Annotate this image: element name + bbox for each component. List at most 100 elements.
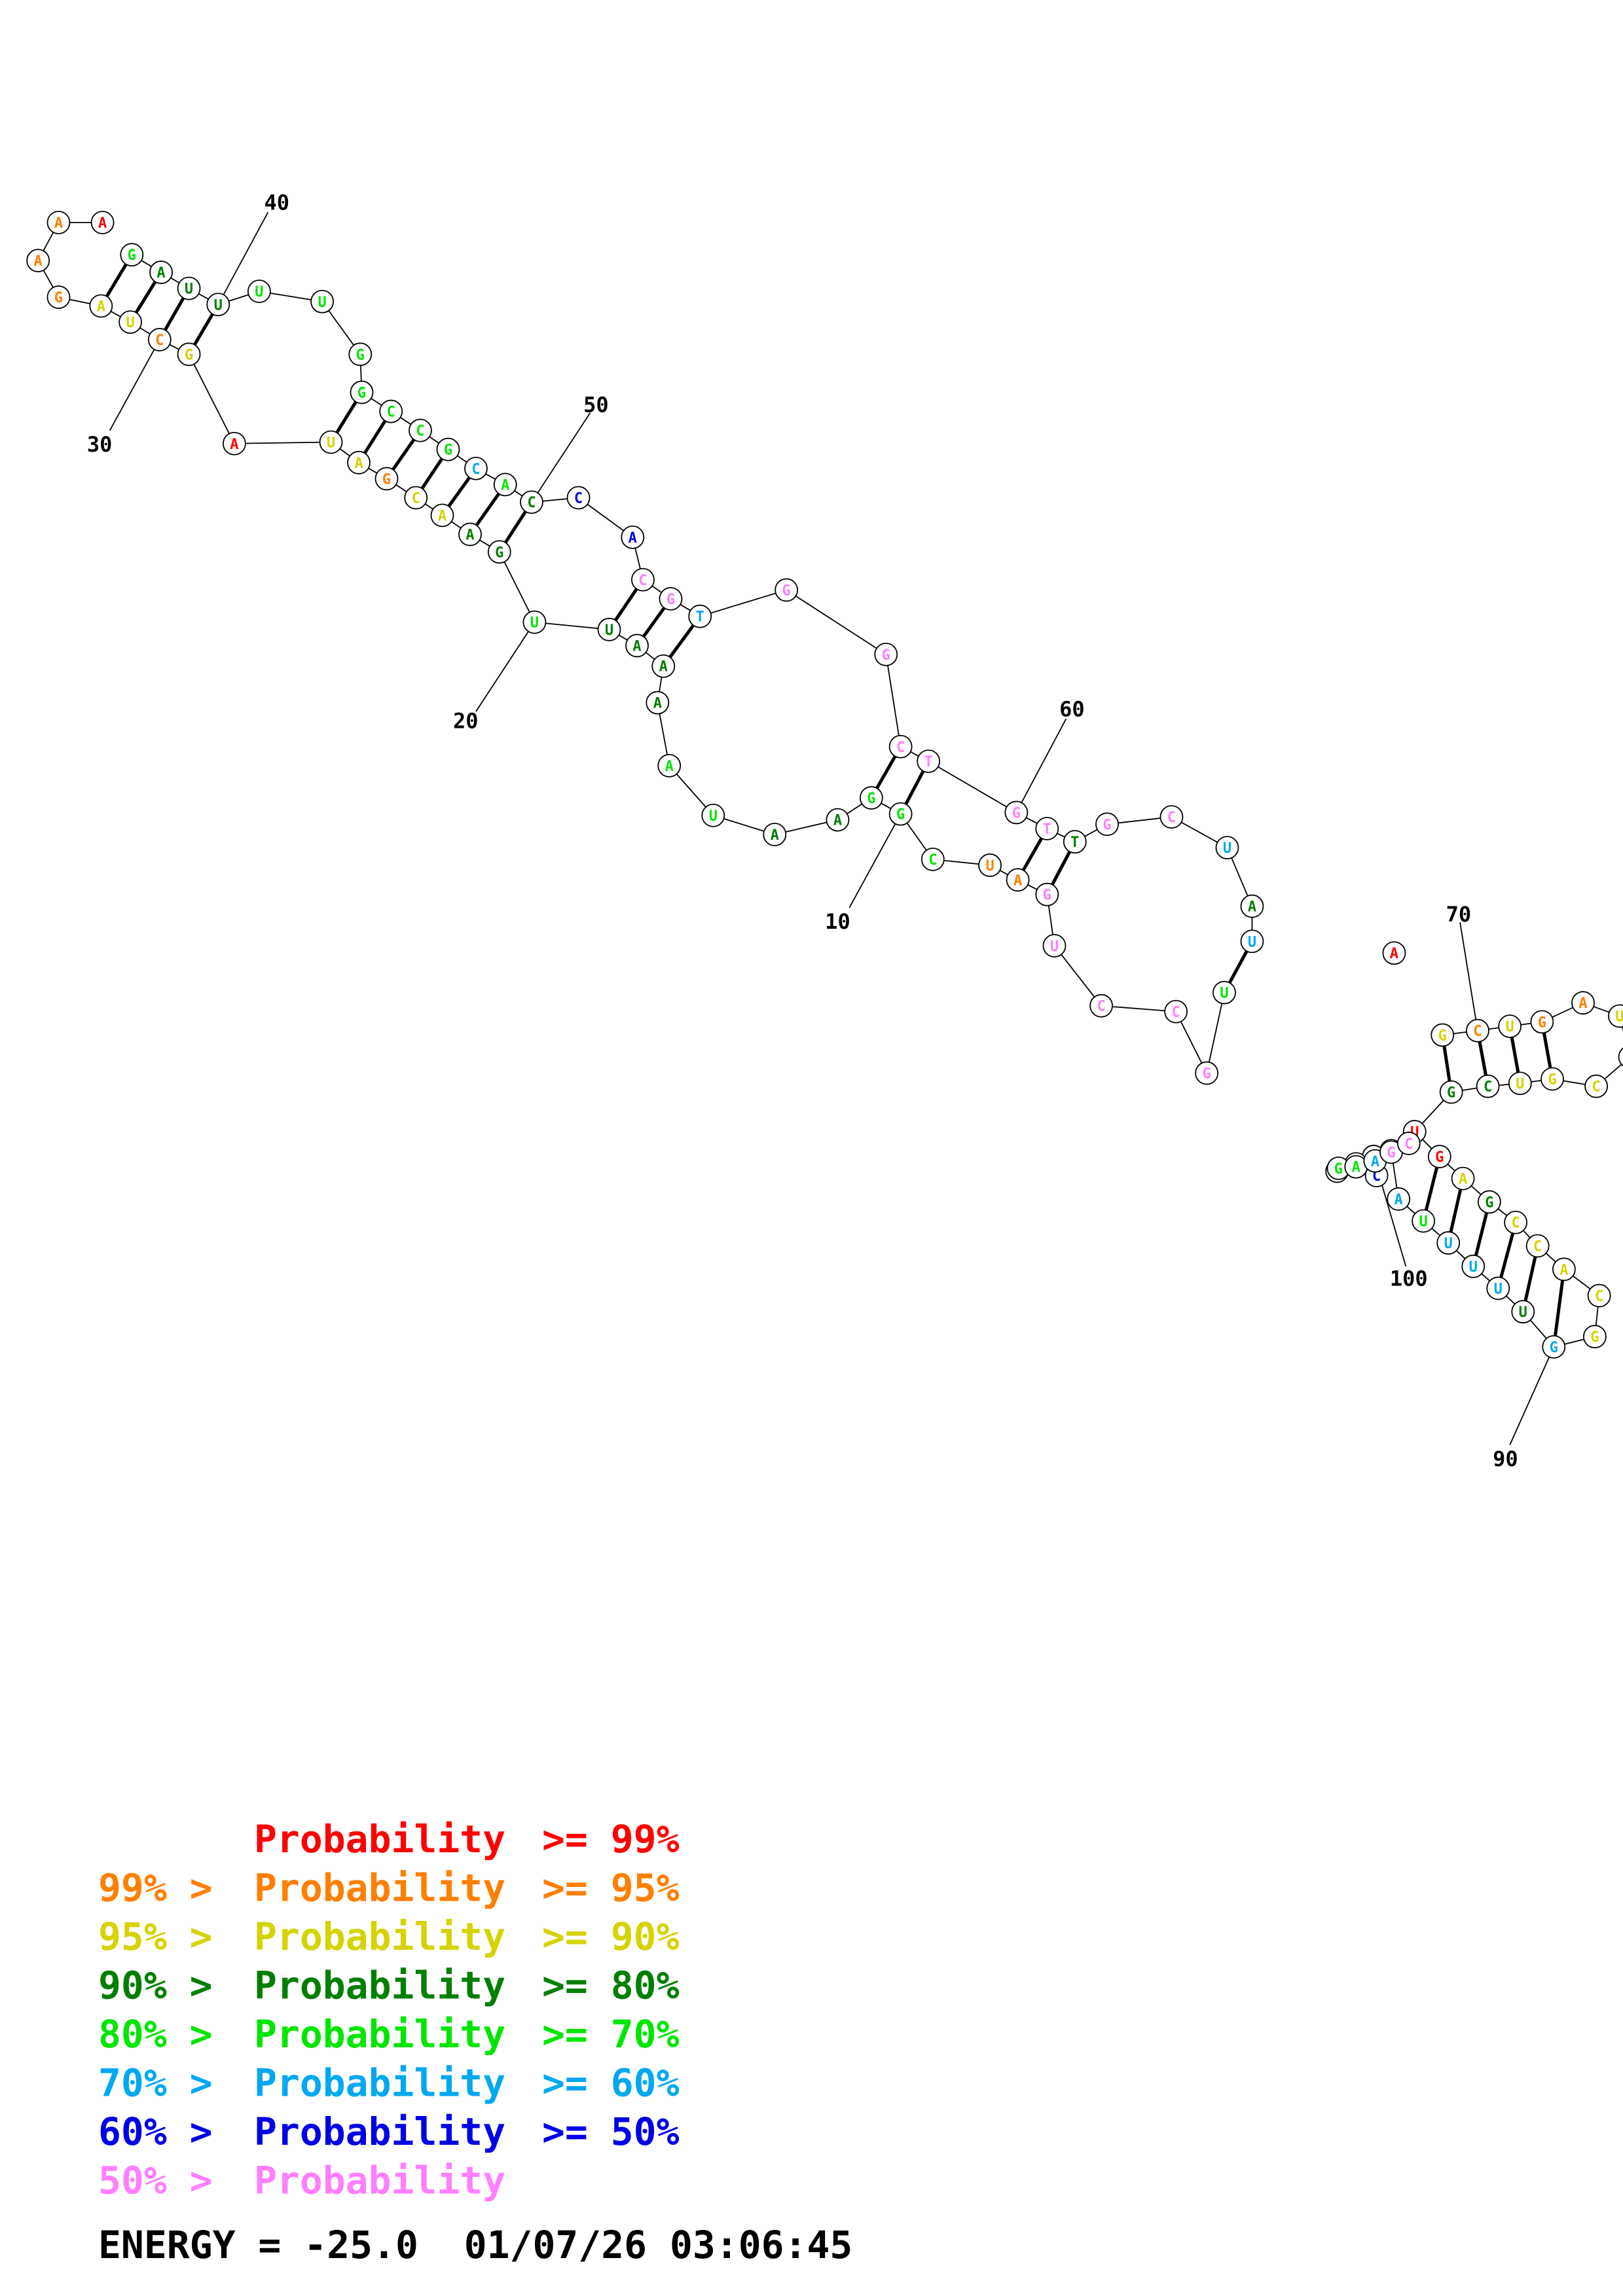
legend-prefix: 60% > — [98, 2109, 213, 2154]
legend-prefix: 50% > — [98, 2159, 213, 2203]
nucleotide: G — [775, 578, 799, 602]
nucleotide: G — [1035, 882, 1059, 906]
nucleotide: U — [1461, 1254, 1486, 1278]
nucleotide-circle — [89, 294, 113, 318]
nucleotide-circle — [404, 486, 428, 510]
nucleotide: A — [657, 753, 682, 778]
nucleotide-circle — [1541, 1067, 1564, 1091]
nucleotide-circle — [1035, 817, 1059, 840]
nucleotide: U — [978, 853, 1002, 877]
nucleotide: C — [1089, 994, 1113, 1018]
nucleotide-circle — [206, 293, 230, 317]
backbone-segment — [498, 551, 536, 623]
nucleotide-base: G — [495, 545, 503, 561]
nucleotide-base: U — [985, 858, 994, 874]
nucleotide: C — [1396, 1132, 1421, 1155]
nucleotide-base: C — [416, 423, 424, 440]
nucleotide-base: U — [1494, 1281, 1503, 1297]
nucleotide-base: G — [1590, 1329, 1599, 1346]
backbone-segment — [534, 621, 610, 630]
nucleotide-base: G — [1485, 1194, 1493, 1211]
nucleotide-circle — [775, 578, 799, 602]
nucleotide: A — [763, 823, 787, 846]
nucleotide-base: G — [54, 290, 63, 306]
nucleotide-base: C — [896, 740, 905, 756]
nucleotide: G — [120, 243, 144, 267]
nucleotide-base: A — [632, 638, 641, 655]
nucleotide: G — [46, 285, 71, 309]
nucleotide-circle — [1387, 1187, 1411, 1211]
legend-label: Probability — [254, 1964, 505, 2008]
nucleotide: A — [1571, 991, 1595, 1015]
nucleotide: A — [89, 294, 113, 318]
nucleotide-circle — [701, 803, 725, 827]
nucleotide: A — [1552, 1257, 1576, 1282]
nucleotide-base: T — [924, 754, 933, 770]
nucleotide-base: G — [1538, 1014, 1546, 1031]
nucleotide-base: A — [629, 530, 637, 547]
nucleotide: A — [646, 691, 670, 715]
nucleotide: G — [874, 642, 898, 666]
nucleotide: C — [921, 848, 945, 871]
nucleotide-base: A — [1013, 872, 1022, 889]
nucleotide: G — [348, 342, 373, 367]
nucleotide-base: G — [356, 347, 365, 363]
nucleotide-base: U — [605, 622, 613, 639]
nucleotide: U — [119, 310, 142, 334]
backbone-segment — [786, 589, 886, 655]
nucleotide: U — [1215, 836, 1239, 860]
nucleotide-base: A — [97, 298, 105, 315]
nucleotide: T — [1035, 817, 1059, 840]
legend-label: Probability — [254, 2159, 505, 2203]
nucleotide: C — [409, 418, 432, 442]
nucleotide-circle — [1396, 1132, 1421, 1155]
nucleotide-circle — [1436, 1231, 1461, 1255]
nucleotide: U — [1412, 1209, 1436, 1233]
nucleotide: C — [631, 567, 655, 592]
nucleotide-base: U — [1223, 840, 1231, 857]
nucleotide-circle — [149, 260, 173, 284]
nucleotide-circle — [1042, 934, 1067, 958]
nucleotide-circle — [1608, 1004, 1623, 1028]
nucleotide-base: G — [1438, 1028, 1447, 1044]
nucleotide-base: A — [1371, 1154, 1379, 1170]
nucleotide-base: G — [1447, 1085, 1455, 1102]
nucleotide-base: C — [1511, 1215, 1520, 1232]
nucleotide: C — [1584, 1074, 1609, 1098]
legend-row: 90% > Probability >= 80% — [98, 1964, 680, 2008]
nucleotide-circle — [522, 610, 547, 634]
nucleotide: U — [1511, 1300, 1535, 1324]
position-label: 70 — [1446, 902, 1472, 927]
nucleotide-circle — [177, 276, 201, 300]
legend-label: Probability — [254, 2012, 505, 2056]
backbone-segment — [188, 353, 235, 444]
nucleotide: G — [888, 802, 913, 826]
nucleotide-base: A — [34, 253, 43, 270]
position-tick-line — [217, 211, 269, 305]
nucleotide-circle — [1195, 1061, 1219, 1085]
nucleotide: G — [1431, 1023, 1455, 1047]
nucleotide: A — [493, 473, 517, 497]
nucleotide: C — [1504, 1210, 1527, 1234]
backbone-segment — [699, 589, 787, 617]
nucleotide: G — [1477, 1190, 1501, 1214]
nucleotide-base: A — [54, 215, 63, 232]
nucleotide: C — [379, 399, 403, 423]
nucleotide-circle — [46, 285, 71, 309]
nucleotide: A — [1344, 1155, 1368, 1179]
nucleotide-base: U — [1615, 1009, 1623, 1025]
nucleotide-circle — [46, 211, 71, 234]
position-label: 50 — [583, 392, 609, 417]
nucleotide-base: C — [1404, 1136, 1413, 1153]
legend-row: 99% > Probability >= 95% — [98, 1866, 680, 1910]
nucleotide-base: C — [155, 332, 164, 349]
nucleotide: G — [177, 342, 201, 367]
nucleotide-circle — [1006, 868, 1030, 892]
legend-label: Probability — [254, 2061, 505, 2106]
nucleotide-circle — [1240, 929, 1264, 954]
nucleotide-base: A — [438, 508, 447, 524]
nucleotide: U — [206, 293, 230, 317]
legend-prefix: 95% > — [98, 1914, 213, 1959]
nucleotide: U — [319, 430, 343, 454]
nucleotide: G — [1541, 1067, 1564, 1091]
